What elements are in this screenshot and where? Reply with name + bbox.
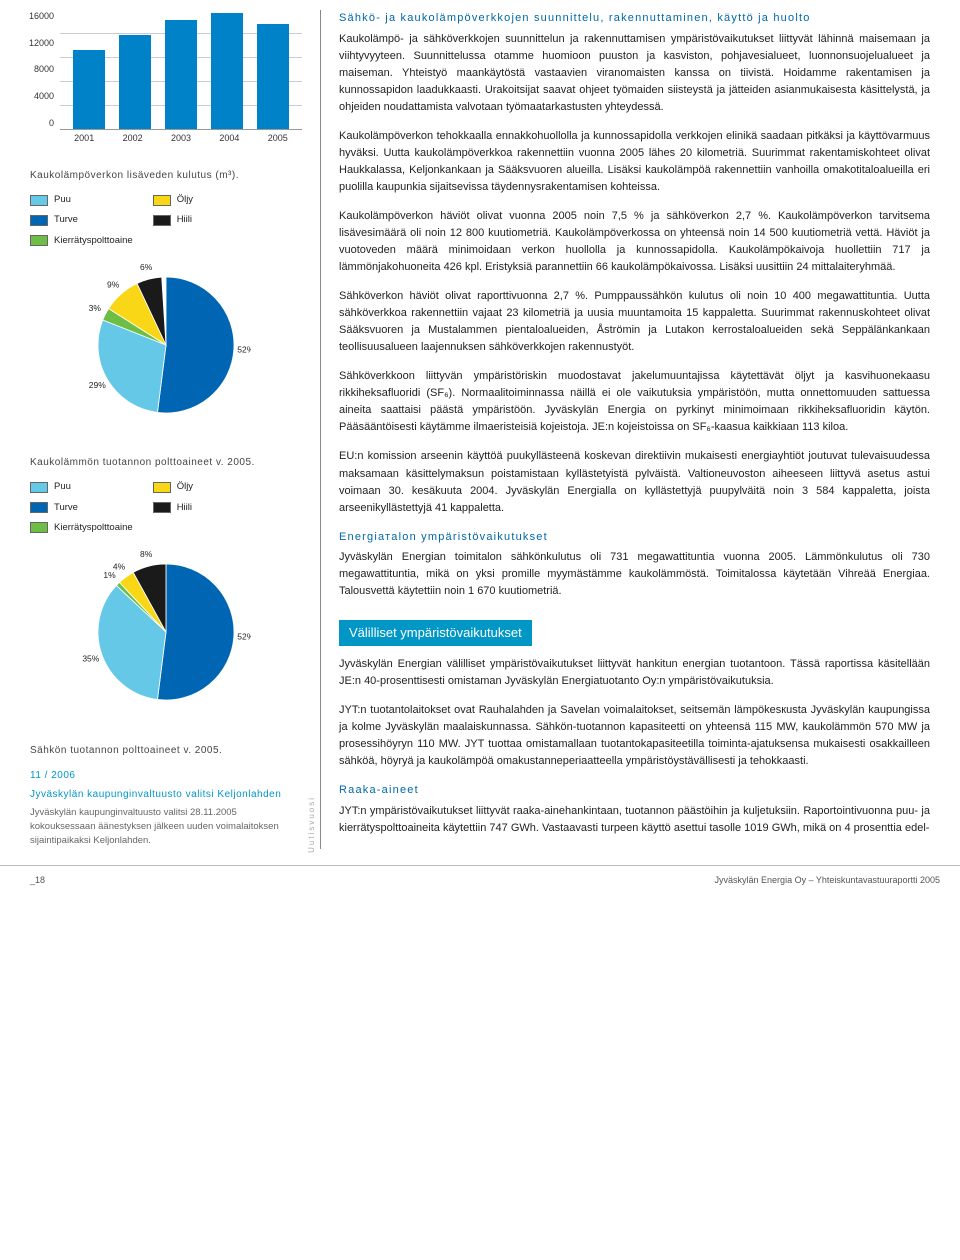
news-date: 11 / 2006 — [30, 768, 288, 783]
section-header-indirect: Välilliset ympäristövaikutukset — [339, 620, 532, 646]
para-6: EU:n komission arseenin käyttöä puukyllä… — [339, 448, 930, 516]
pie-chart-1: 52% 29% 3% 9% 6% — [30, 260, 302, 436]
news-title: Jyväskylän kaupunginvaltuusto valitsi Ke… — [30, 787, 288, 802]
pie2-title: Sähkön tuotannon polttoaineet v. 2005. — [30, 743, 302, 758]
para-10: JYT:n ympäristövaikutukset liittyvät raa… — [339, 803, 930, 837]
page-number: _18 — [30, 874, 45, 888]
svg-text:4%: 4% — [113, 562, 126, 572]
svg-text:35%: 35% — [82, 653, 99, 663]
para-3: Kaukolämpöverkon häviöt olivat vuonna 20… — [339, 208, 930, 276]
svg-text:52%: 52% — [237, 344, 251, 354]
pie1-title: Kaukolämmön tuotannon polttoaineet v. 20… — [30, 455, 302, 470]
para-4: Sähköverkon häviöt olivat raporttivuonna… — [339, 288, 930, 356]
para-9: JYT:n tuotantolaitokset ovat Rauhalahden… — [339, 702, 930, 770]
svg-text:6%: 6% — [140, 262, 153, 272]
bar-chart: 1600012000800040000 20012002200320042005 — [30, 10, 302, 160]
subhead-3: Raaka-aineet — [339, 782, 930, 799]
para-5: Sähköverkkoon liittyvän ympäristöriskin … — [339, 368, 930, 436]
subhead-2: Energiатalon ympäristövaikutukset — [339, 529, 930, 546]
para-1: Kaukolämpö- ja sähköverkkojen suunnittel… — [339, 31, 930, 116]
bar-chart-title: Kaukolämpöverkon lisäveden kulutus (m³). — [30, 168, 302, 183]
subhead-1: Sähkö- ja kaukolämpöverkkojen suunnittel… — [339, 10, 930, 27]
svg-text:8%: 8% — [140, 549, 153, 559]
pie-chart-2: 52%35%1%4%8% — [30, 547, 302, 723]
legend-pie1: PuuTurveKierrätyspolttoaineÖljyHiili — [30, 193, 302, 248]
news-body: Jyväskylän kaupunginvaltuusto valitsi 28… — [30, 806, 288, 849]
para-8: Jyväskylän Energian välilliset ympäristö… — [339, 656, 930, 690]
svg-text:9%: 9% — [107, 279, 120, 289]
para-7: Jyväskylän Energian toimitalon sähkönkul… — [339, 549, 930, 600]
para-2: Kaukolämpöverkon tehokkaalla ennakkohuol… — [339, 128, 930, 196]
footer-right: Jyväskylän Energia Oy – Yhteiskuntavastu… — [715, 874, 940, 888]
svg-text:52%: 52% — [237, 631, 251, 641]
legend-pie2: PuuTurveKierrätyspolttoaineÖljyHiili — [30, 480, 302, 535]
svg-text:29%: 29% — [89, 380, 106, 390]
news-side-label: Uutisvuosi — [306, 796, 318, 853]
news-box: Uutisvuosi 11 / 2006 Jyväskylän kaupungi… — [30, 768, 302, 849]
svg-text:3%: 3% — [89, 303, 102, 313]
